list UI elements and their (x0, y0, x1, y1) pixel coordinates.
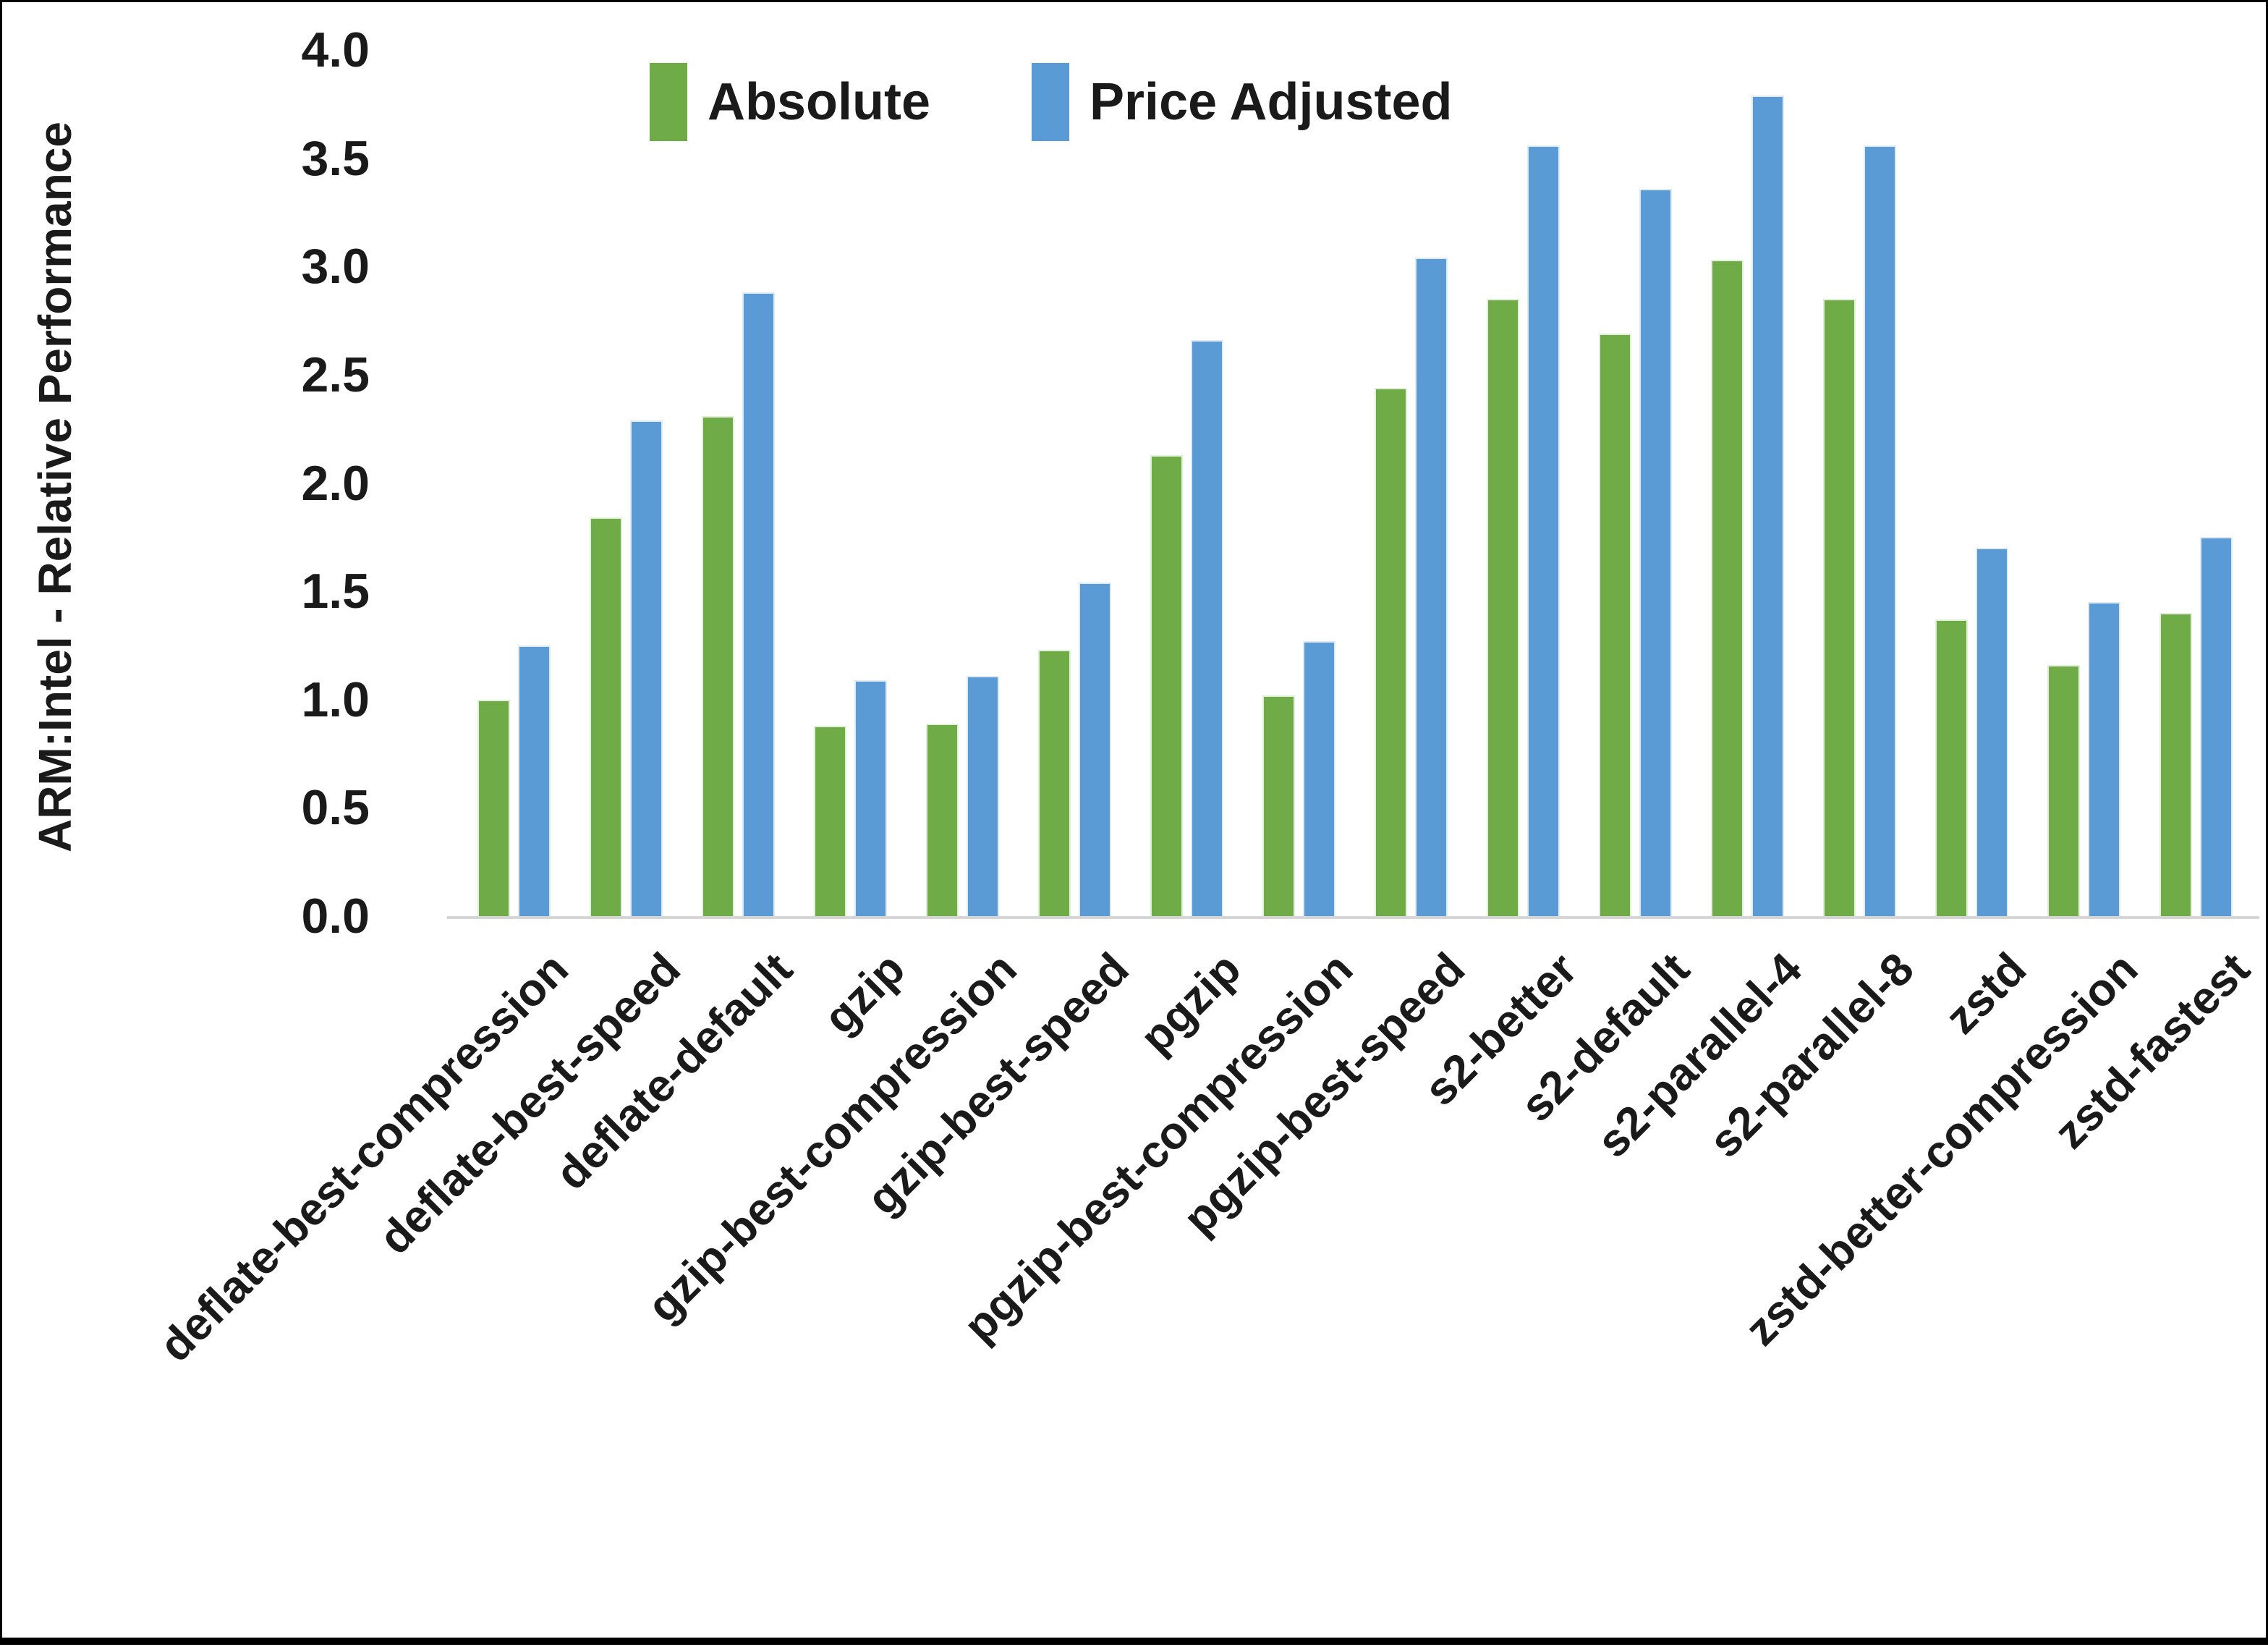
x-label-zstd-fastest: zstd-fastest (2044, 943, 2260, 1159)
x-label-s2-better: s2-better (1415, 943, 1587, 1116)
legend: Absolute Price Adjusted (650, 63, 1452, 141)
bar-group-pgzip-best-compression (1243, 50, 1355, 916)
bar-group-zstd (1916, 50, 2028, 916)
bar-group-gzip-best-speed (1019, 50, 1131, 916)
legend-swatch-absolute (650, 63, 687, 141)
x-label-deflate-best-speed: deflate-best-speed (369, 943, 690, 1264)
bar-group-s2-parallel-8 (1804, 50, 1916, 916)
y-tick-label: 3.0 (301, 239, 370, 295)
bar-price-adjusted-s2-parallel-8 (1864, 145, 1896, 916)
bar-group-zstd-better-compression (2028, 50, 2140, 916)
bar-group-s2-better (1467, 50, 1579, 916)
legend-swatch-price-adjusted (1032, 63, 1070, 141)
y-tick-label: 3.5 (301, 130, 370, 186)
bar-absolute-deflate-best-compression (477, 699, 510, 916)
bar-group-deflate-default (682, 50, 794, 916)
bar-group-s2-default (1579, 50, 1691, 916)
y-axis-ticks: 4.0 3.5 3.0 2.5 2.0 1.5 1.0 0.5 0.0 (2, 2, 370, 1015)
y-tick-label: 0.0 (301, 889, 370, 944)
x-label-s2-parallel-8: s2-parallel-8 (1699, 943, 1924, 1168)
bar-price-adjusted-s2-parallel-4 (1751, 95, 1784, 916)
bar-group-s2-parallel-4 (1691, 50, 1804, 916)
x-label-s2-default: s2-default (1511, 943, 1699, 1132)
bar-price-adjusted-deflate-best-compression (518, 645, 551, 916)
legend-item-absolute: Absolute (650, 63, 930, 141)
x-label-zstd-better-compression: zstd-better-compression (1736, 943, 2148, 1356)
bar-absolute-s2-parallel-8 (1823, 299, 1856, 916)
bar-absolute-gzip (814, 725, 846, 916)
bar-price-adjusted-zstd-fastest (2200, 537, 2233, 916)
x-label-deflate-default: deflate-default (545, 943, 802, 1200)
bar-price-adjusted-s2-default (1639, 188, 1672, 916)
bar-absolute-zstd (1935, 619, 1968, 916)
bar-absolute-zstd-better-compression (2047, 664, 2080, 916)
bar-price-adjusted-pgzip-best-compression (1303, 640, 1335, 916)
bar-price-adjusted-gzip-best-compression (967, 675, 999, 916)
x-label-pgzip-best-speed: pgzip-best-speed (1173, 943, 1475, 1245)
legend-label-absolute: Absolute (708, 73, 931, 131)
bar-group-pgzip (1131, 50, 1243, 916)
bar-absolute-pgzip (1150, 454, 1183, 916)
y-tick-label: 1.0 (301, 672, 370, 727)
bar-group-deflate-best-speed (570, 50, 682, 916)
x-label-s2-parallel-4: s2-parallel-4 (1587, 943, 1812, 1168)
bar-group-zstd-fastest (2140, 50, 2252, 916)
bar-price-adjusted-gzip (854, 679, 887, 916)
bar-absolute-gzip-best-speed (1038, 649, 1071, 916)
legend-label-price-adjusted: Price Adjusted (1090, 73, 1453, 131)
bar-price-adjusted-deflate-default (742, 292, 775, 916)
bar-group-gzip-best-compression (906, 50, 1019, 916)
bar-absolute-s2-better (1487, 299, 1519, 916)
bar-group-pgzip-best-speed (1355, 50, 1467, 916)
y-tick-label: 2.0 (301, 455, 370, 511)
y-tick-label: 4.0 (301, 22, 370, 77)
bar-absolute-s2-parallel-4 (1711, 260, 1744, 916)
bar-absolute-pgzip-best-compression (1262, 695, 1295, 916)
y-tick-label: 2.5 (301, 347, 370, 402)
y-tick-label: 1.5 (301, 564, 370, 619)
bar-absolute-deflate-best-speed (590, 517, 622, 916)
bar-price-adjusted-s2-better (1527, 145, 1560, 916)
bar-price-adjusted-gzip-best-speed (1079, 583, 1111, 916)
legend-item-price-adjusted: Price Adjusted (1032, 63, 1452, 141)
bar-price-adjusted-deflate-best-speed (630, 420, 663, 916)
bar-absolute-deflate-default (702, 415, 734, 916)
x-label-gzip-best-compression: gzip-best-compression (637, 943, 1027, 1332)
bar-price-adjusted-pgzip-best-speed (1415, 258, 1448, 916)
plot-area (458, 50, 2252, 916)
x-label-zstd: zstd (1935, 943, 2036, 1044)
bar-absolute-s2-default (1599, 334, 1631, 916)
bar-price-adjusted-pgzip (1191, 340, 1223, 916)
x-label-pgzip-best-compression: pgzip-best-compression (954, 943, 1363, 1352)
bar-absolute-pgzip-best-speed (1375, 387, 1407, 916)
bar-absolute-zstd-fastest (2159, 613, 2192, 916)
bar-absolute-gzip-best-compression (926, 723, 959, 916)
x-label-pgzip: pgzip (1130, 943, 1251, 1064)
bar-group-deflate-best-compression (458, 50, 570, 916)
bar-price-adjusted-zstd (1976, 548, 2008, 916)
x-label-gzip-best-speed: gzip-best-speed (857, 943, 1139, 1225)
bar-group-gzip (794, 50, 906, 916)
bar-price-adjusted-zstd-better-compression (2088, 602, 2120, 916)
y-tick-label: 0.5 (301, 780, 370, 836)
x-label-gzip: gzip (814, 943, 914, 1044)
x-axis-line (447, 916, 2259, 919)
